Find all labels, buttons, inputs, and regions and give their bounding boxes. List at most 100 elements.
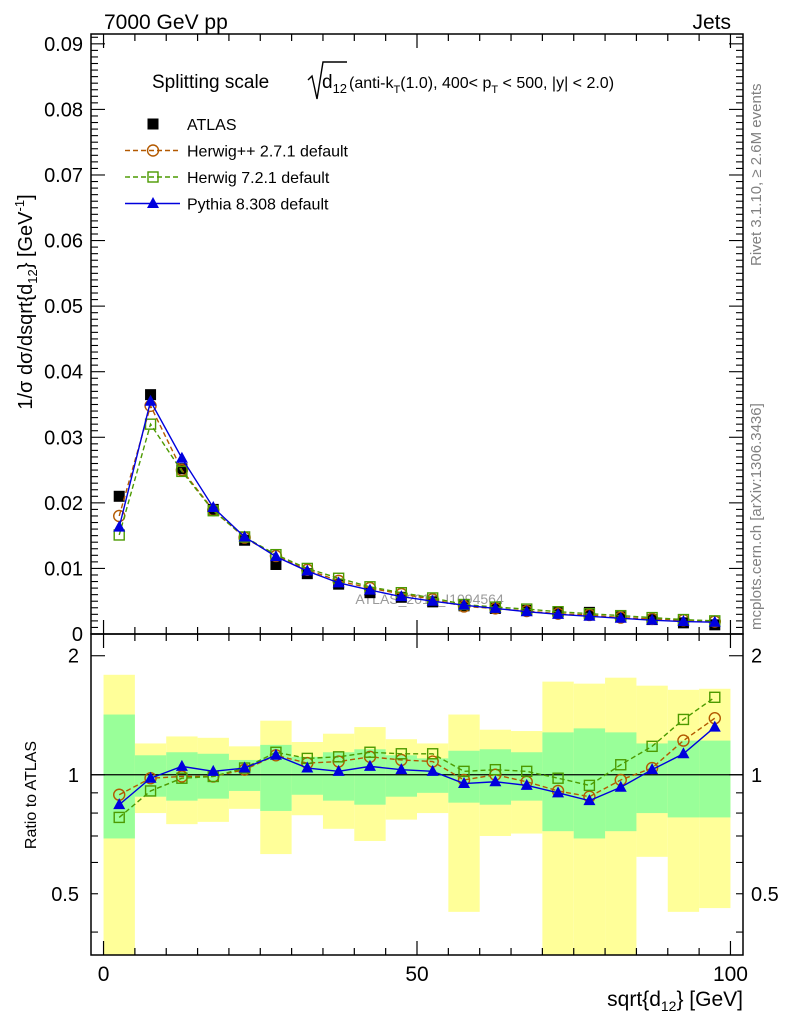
ratio-point-pythia-8-308-default (395, 763, 408, 775)
data-point-pythia-8-308-default (583, 609, 596, 621)
ratio-point-herwig-7-2-1-default (395, 748, 408, 760)
title-var: d (322, 72, 333, 93)
ratio-y-tick-label: 1 (68, 765, 79, 787)
ratio-point-pythia-8-308-default (708, 720, 721, 732)
ratio-line-herwig-7-2-1-default (118, 696, 716, 818)
title-prefix: Splitting scale (152, 72, 269, 93)
ratio-point-pythia-8-308-default (175, 759, 188, 771)
ratio-bands (91, 674, 743, 955)
ratio-y-tick-label-right: 1 (751, 765, 762, 787)
data-point-pythia-8-308-default (458, 598, 471, 610)
title-suffix-a-sub: T (393, 84, 400, 96)
ratio-point-pythia-8-308-default (614, 780, 627, 792)
data-point-pythia-8-308-default (552, 607, 565, 619)
ratio-point-pythia-8-308-default (363, 759, 376, 771)
legend-marker-pythia-8-308-default (147, 197, 159, 208)
x-axis-label-main: sqrt{d (607, 988, 661, 1011)
chart-title: Splitting scale (152, 72, 269, 93)
ratio-point-pythia-8-308-default (646, 763, 659, 775)
ratio-axis-label: Ratio to ATLAS (23, 741, 40, 849)
legend-marker-herwig-2-7-1-default (146, 144, 160, 157)
ratio-point-herwig-7-2-1-default (144, 785, 157, 797)
ratio-band-green (385, 755, 417, 797)
y-tick-label: 0.06 (44, 231, 83, 253)
y-tick-label: 0.04 (44, 362, 83, 384)
ratio-point-pythia-8-308-default (458, 777, 471, 789)
ratio-point-herwig-7-2-1-default (583, 779, 596, 792)
y-tick-label: 0.09 (44, 34, 83, 56)
data-point-atlas (145, 389, 157, 401)
x-axis-label-sub: 12 (661, 998, 677, 1014)
data-point-pythia-8-308-default (301, 564, 314, 576)
ratio-point-herwig-7-2-1-default (458, 765, 470, 778)
title-suffix: (anti-kT(1.0), 400< pT < 500, |y| < 2.0) (349, 75, 614, 96)
ratio-point-pythia-8-308-default (520, 778, 533, 790)
ratio-point-pythia-8-308-default (489, 775, 502, 787)
data-point-pythia-8-308-default (646, 613, 659, 625)
ratio-point-pythia-8-308-default (332, 764, 345, 776)
ratio-band-green (103, 714, 135, 839)
process-label: Jets (692, 11, 731, 34)
ratio-line-herwig-2-7-1-default (118, 717, 716, 798)
data-point-pythia-8-308-default (144, 394, 157, 406)
data-point-pythia-8-308-default (269, 550, 282, 562)
data-point-pythia-8-308-default (489, 601, 502, 613)
ratio-point-pythia-8-308-default (269, 748, 282, 760)
ratio-point-herwig-2-7-1-default (677, 734, 690, 747)
data-point-pythia-8-308-default (677, 615, 690, 627)
y-tick-label: 0.02 (44, 493, 83, 515)
data-point-pythia-8-308-default (520, 605, 533, 617)
data-point-herwig-7-2-1-default (176, 465, 188, 478)
y-axis-label-sup: -1 (12, 200, 27, 212)
ratio-point-herwig-7-2-1-default (677, 713, 690, 726)
ratio-y-tick-label: 2 (68, 646, 79, 668)
ratio-point-pythia-8-308-default (113, 798, 126, 810)
data-point-pythia-8-308-default (113, 520, 126, 532)
ratio-point-pythia-8-308-default (426, 764, 439, 776)
ratio-point-pythia-8-308-default (207, 764, 220, 776)
x-tick-label: 100 (713, 963, 748, 986)
ratio-plot-area (113, 691, 721, 824)
rivet-label: Rivet 3.1.10, ≥ 2.6M events (748, 84, 765, 267)
data-point-pythia-8-308-default (363, 583, 376, 595)
ratio-band-green (636, 743, 668, 814)
x-axis-label: sqrt{d12} [GeV] (607, 988, 743, 1014)
ratio-line-pythia-8-308-default (118, 726, 716, 806)
y-tick-label: 0 (72, 624, 83, 646)
ratio-point-herwig-7-2-1-default (364, 746, 376, 758)
ratio-point-herwig-7-2-1-default (113, 811, 125, 824)
ratio-point-herwig-7-2-1-default (709, 691, 721, 704)
data-point-pythia-8-308-default (426, 594, 439, 606)
y-axis-label: 1/σ dσ/dsqrt{d12} [GeV-1] (12, 194, 40, 409)
y-axis-label-main: 1/σ dσ/dsqrt{d (15, 284, 37, 410)
mcplots-label: mcplots.cern.ch [arXiv:1306.3436] (748, 403, 765, 630)
title-suffix-b: (1.0), 400< p (400, 75, 491, 92)
legend-label-herwig-7-2-1-default: Herwig 7.2.1 default (187, 170, 330, 187)
legend-label-pythia-8-308-default: Pythia 8.308 default (187, 197, 329, 214)
y-tick-label: 0.03 (44, 427, 83, 449)
ratio-y-tick-label-right: 2 (751, 646, 762, 668)
ratio-point-herwig-7-2-1-default (552, 772, 564, 784)
legend-marker-atlas (147, 118, 159, 130)
data-point-pythia-8-308-default (708, 615, 721, 627)
legend-label-atlas: ATLAS (187, 117, 237, 134)
ratio-point-pythia-8-308-default (301, 761, 314, 773)
ratio-band-green (322, 752, 355, 801)
x-tick-label: 0 (98, 963, 110, 986)
y-tick-label: 0.05 (44, 296, 83, 318)
data-point-atlas (270, 558, 282, 570)
y-axis-label-sub: 12 (25, 269, 40, 283)
y-tick-label: 0.08 (44, 99, 83, 121)
x-axis-label-tail: } [GeV] (676, 988, 743, 1011)
ratio-band-yellow (448, 714, 480, 912)
main-plot-area (113, 389, 721, 631)
legend: ATLAS Herwig++ 2.7.1 default Herwig 7.2.1 … (125, 117, 349, 214)
ratio-point-pythia-8-308-default (552, 786, 565, 798)
title-var-sub: 12 (333, 81, 347, 96)
data-point-pythia-8-308-default (175, 451, 188, 463)
energy-label: 7000 GeV pp (104, 11, 228, 34)
data-point-pythia-8-308-default (238, 530, 251, 542)
ratio-point-pythia-8-308-default (144, 771, 157, 783)
y-axis-label-tail: ] (15, 194, 37, 200)
ratio-point-herwig-7-2-1-default (489, 763, 502, 776)
